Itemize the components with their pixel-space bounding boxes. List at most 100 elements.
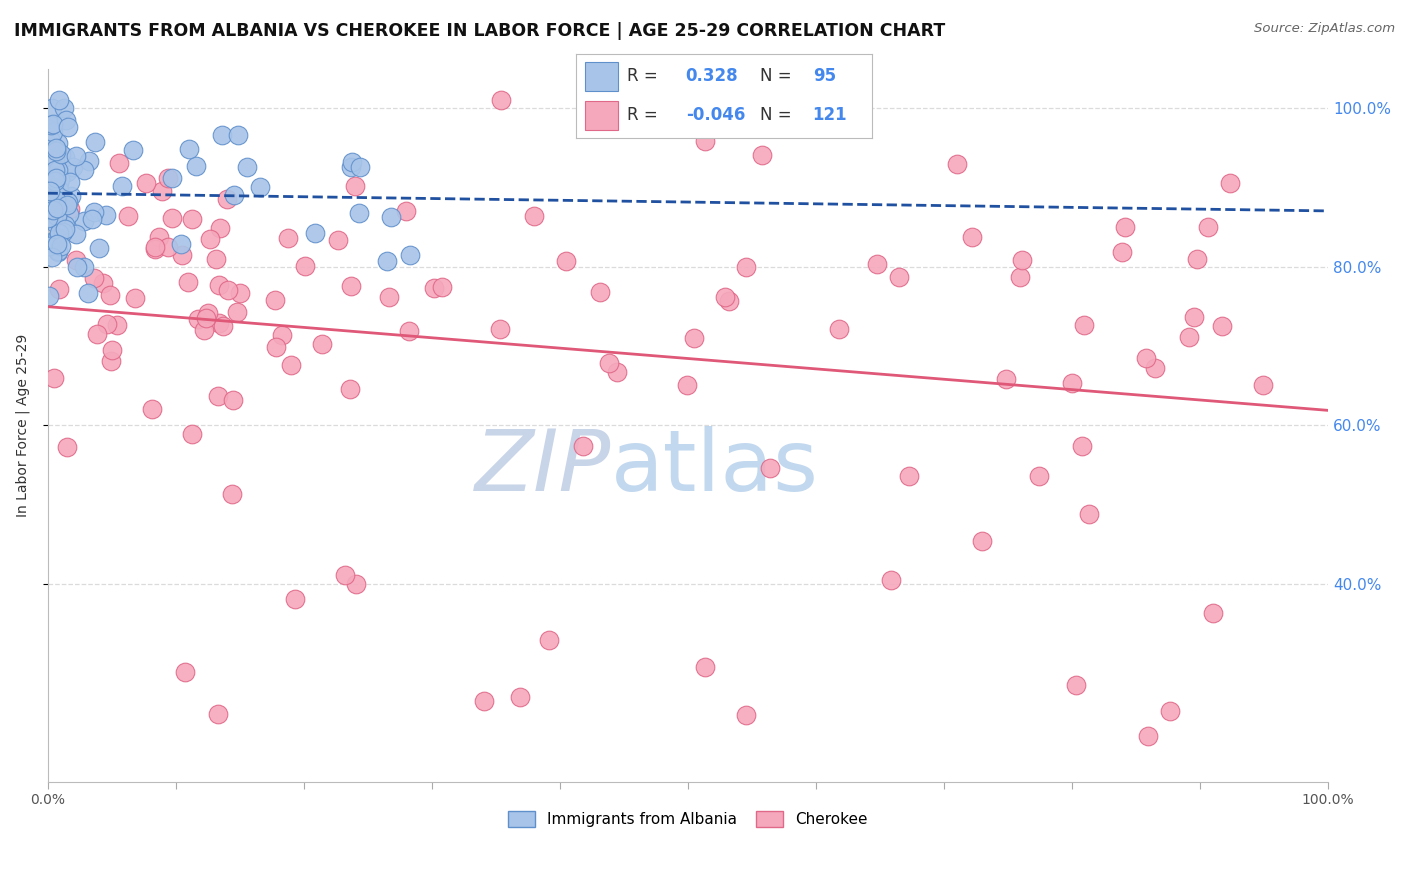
Point	[186, 159, 208, 173]
Point	[432, 280, 454, 294]
Point	[380, 210, 402, 224]
Point	[73, 213, 96, 227]
Point	[174, 665, 197, 679]
Point	[236, 160, 259, 174]
Point	[284, 592, 307, 607]
Text: 121: 121	[813, 106, 848, 124]
Point	[37, 235, 59, 250]
Text: R =: R =	[627, 68, 658, 86]
Point	[266, 340, 288, 354]
Text: Source: ZipAtlas.com: Source: ZipAtlas.com	[1254, 22, 1395, 36]
Point	[1064, 678, 1087, 692]
Point	[56, 164, 79, 178]
Point	[58, 207, 80, 221]
Point	[42, 181, 65, 195]
Point	[865, 257, 887, 271]
Point	[44, 152, 66, 166]
Point	[37, 202, 59, 216]
Point	[683, 331, 706, 345]
Point	[73, 260, 96, 274]
Point	[143, 242, 166, 256]
Point	[759, 460, 782, 475]
Point	[48, 93, 70, 107]
Point	[100, 354, 122, 368]
Point	[1219, 176, 1241, 190]
Point	[340, 279, 363, 293]
Point	[1197, 220, 1219, 235]
Point	[734, 260, 756, 274]
Point	[340, 160, 363, 174]
Point	[222, 188, 245, 202]
Point	[554, 253, 576, 268]
Point	[46, 145, 69, 159]
Point	[1060, 376, 1083, 391]
Point	[51, 239, 73, 253]
Point	[271, 328, 294, 343]
Point	[84, 135, 107, 149]
Text: N =: N =	[759, 68, 792, 86]
Point	[1114, 220, 1136, 235]
Point	[44, 371, 66, 385]
Point	[472, 694, 495, 708]
Point	[217, 283, 239, 297]
Point	[117, 209, 139, 223]
Point	[45, 171, 67, 186]
Point	[207, 389, 229, 403]
Point	[588, 285, 610, 300]
Point	[45, 141, 67, 155]
Point	[56, 194, 79, 208]
Text: ZIP: ZIP	[475, 426, 612, 509]
Point	[160, 211, 183, 225]
Point	[157, 240, 180, 254]
Point	[45, 168, 67, 182]
Point	[249, 180, 271, 194]
Point	[39, 134, 62, 148]
Point	[100, 288, 122, 302]
Point	[83, 204, 105, 219]
Point	[1008, 270, 1031, 285]
Point	[347, 205, 370, 219]
Point	[211, 318, 233, 333]
Point	[208, 316, 231, 330]
Point	[222, 392, 245, 407]
Text: IMMIGRANTS FROM ALBANIA VS CHEROKEE IN LABOR FORCE | AGE 25-29 CORRELATION CHART: IMMIGRANTS FROM ALBANIA VS CHEROKEE IN L…	[14, 22, 945, 40]
Point	[53, 219, 76, 233]
Point	[77, 154, 100, 169]
Point	[62, 160, 84, 174]
Point	[215, 192, 238, 206]
Point	[280, 358, 302, 372]
Point	[39, 118, 62, 132]
Point	[135, 176, 157, 190]
Point	[38, 206, 60, 220]
Y-axis label: In Labor Force | Age 25-29: In Labor Force | Age 25-29	[15, 334, 30, 516]
Point	[349, 160, 371, 174]
Text: 0.328: 0.328	[686, 68, 738, 86]
Point	[228, 128, 250, 143]
Point	[945, 157, 967, 171]
Point	[46, 237, 69, 252]
Point	[304, 226, 326, 240]
Point	[46, 244, 69, 258]
Point	[38, 288, 60, 302]
Point	[693, 659, 716, 673]
Point	[41, 101, 63, 115]
Point	[1143, 360, 1166, 375]
Point	[96, 208, 118, 222]
Legend: Immigrants from Albania, Cherokee: Immigrants from Albania, Cherokee	[501, 804, 876, 835]
Point	[211, 128, 233, 143]
Point	[44, 192, 66, 206]
Point	[277, 231, 299, 245]
Point	[181, 426, 204, 441]
Point	[91, 277, 114, 291]
Point	[59, 202, 82, 217]
Point	[205, 252, 228, 266]
Point	[96, 318, 118, 332]
Point	[326, 233, 349, 247]
Text: 95: 95	[813, 68, 835, 86]
Point	[735, 708, 758, 723]
Point	[45, 217, 67, 231]
Point	[41, 211, 63, 225]
Point	[342, 155, 364, 169]
Point	[509, 690, 531, 704]
Point	[157, 171, 180, 186]
